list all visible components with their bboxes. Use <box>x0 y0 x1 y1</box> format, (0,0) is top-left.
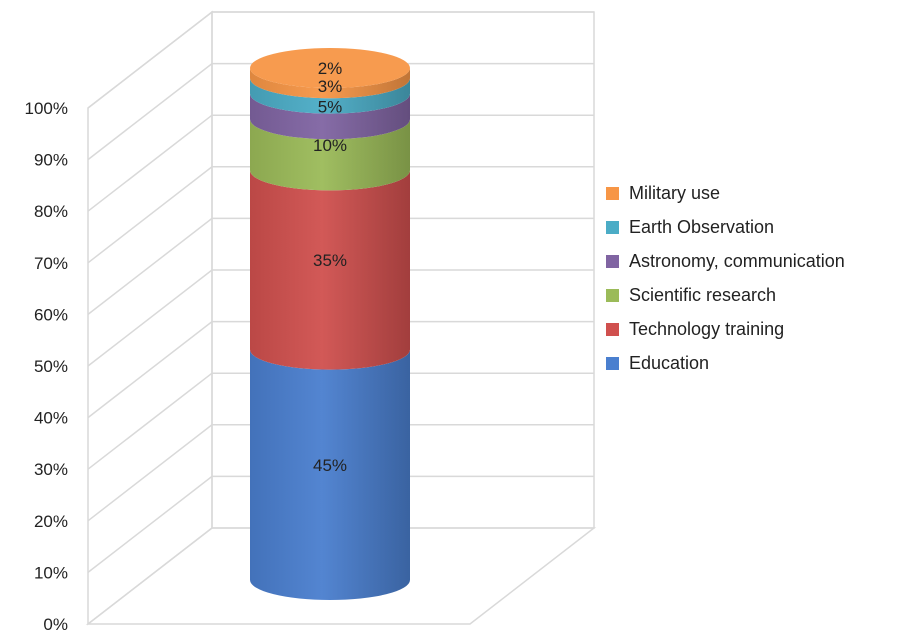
data-label: 3% <box>318 77 343 96</box>
legend-label: Astronomy, communication <box>629 250 845 271</box>
cylinder-segment-astronomy-communication <box>250 93 410 140</box>
gridline <box>87 475 594 573</box>
legend-item: Education <box>606 346 906 380</box>
legend-swatch <box>606 288 619 302</box>
legend-swatch <box>606 186 619 200</box>
legend-swatch <box>606 254 619 268</box>
y-axis-ticks: 0% 10% 20% 30% 40% 50% 60% 70% 80% 90% 100% <box>25 99 68 634</box>
y-tick-label: 40% <box>34 409 68 428</box>
cylinder-segment-earth-observation <box>250 78 410 114</box>
legend-item: Scientific research <box>606 278 906 312</box>
data-label: 35% <box>313 251 347 270</box>
cylinder-bar <box>250 48 410 600</box>
data-labels: 45% 35% 10% 5%3%2% <box>313 59 347 475</box>
gridline <box>87 320 594 419</box>
gridline <box>87 217 594 315</box>
data-label: 2% <box>318 59 343 78</box>
y-tick-label: 60% <box>34 305 68 324</box>
gridline <box>87 372 594 470</box>
gridline <box>87 62 594 161</box>
y-tick-label: 80% <box>34 202 68 221</box>
gridline <box>87 11 594 109</box>
cylinder-top-cap <box>250 48 410 88</box>
legend-swatch <box>606 220 619 234</box>
legend-label: Earth Observation <box>629 216 775 237</box>
y-tick-label: 20% <box>34 512 68 531</box>
legend-swatch <box>606 322 619 336</box>
legend-label: Education <box>629 352 710 373</box>
cylinder-segment-scientific-research <box>250 119 410 191</box>
data-label: 45% <box>313 456 347 475</box>
cylinder-segment-technology-training <box>250 170 410 370</box>
data-label: 5% <box>318 97 343 116</box>
legend-item: Military use <box>606 176 906 210</box>
y-tick-label: 100% <box>25 99 68 118</box>
floor <box>85 527 597 625</box>
y-tick-label: 0% <box>43 615 68 634</box>
cylinder-segment-military-use <box>250 68 410 99</box>
legend-label: Technology training <box>629 318 785 339</box>
y-tick-label: 90% <box>34 151 68 170</box>
cylinder-segment-education <box>250 349 410 600</box>
gridline <box>87 114 594 212</box>
legend-label: Scientific research <box>629 284 777 305</box>
y-tick-label: 10% <box>34 563 68 582</box>
gridline <box>87 424 594 522</box>
y-tick-label: 30% <box>34 460 68 479</box>
legend-item: Astronomy, communication <box>606 244 906 278</box>
gridline <box>87 269 594 367</box>
legend-label: Military use <box>629 182 721 203</box>
y-tick-label: 70% <box>34 254 68 273</box>
gridline <box>87 166 594 264</box>
legend-item: Technology training <box>606 312 906 346</box>
legend-swatch <box>606 356 619 370</box>
y-tick-label: 50% <box>34 357 68 376</box>
legend-item: Earth Observation <box>606 210 906 244</box>
data-label: 10% <box>313 136 347 155</box>
legend: Military use Earth Observation Astronomy, … <box>606 176 906 380</box>
